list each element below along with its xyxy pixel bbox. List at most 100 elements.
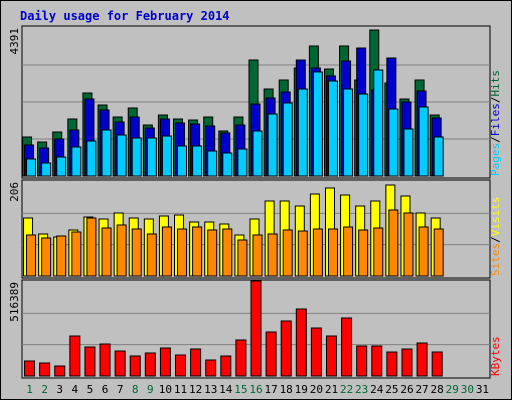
x-tick-label: 29 xyxy=(446,383,459,396)
bar-kbytes-day-22 xyxy=(341,317,353,377)
bar-kbytes-day-17 xyxy=(265,331,277,377)
bar-pages-day-15 xyxy=(237,148,248,177)
kbytes-side-legend: KBytes xyxy=(489,336,502,376)
bar-kbytes-day-4 xyxy=(69,335,81,377)
bar-pages-day-20 xyxy=(312,71,323,177)
visits-scale-label: 206 xyxy=(8,182,21,202)
bar-pages-day-2 xyxy=(41,162,52,177)
x-tick-label: 21 xyxy=(325,383,338,396)
x-tick-label: 12 xyxy=(189,383,202,396)
x-tick-label: 4 xyxy=(72,383,79,396)
x-tick-label: 14 xyxy=(219,383,233,396)
bar-sites-day-21 xyxy=(327,228,338,277)
bar-sites-day-20 xyxy=(312,228,323,277)
requests-scale-label: 4391 xyxy=(8,28,21,55)
bar-sites-day-14 xyxy=(222,228,233,277)
x-tick-label: 18 xyxy=(280,383,293,396)
x-tick-label: 10 xyxy=(159,383,172,396)
bar-kbytes-day-8 xyxy=(129,355,141,377)
bar-kbytes-day-16 xyxy=(250,280,262,377)
legend-sites: Sites xyxy=(489,243,502,276)
bar-sites-day-1 xyxy=(26,234,37,277)
bar-sites-day-13 xyxy=(207,229,218,277)
x-tick-label: 6 xyxy=(102,383,109,396)
bar-pages-day-7 xyxy=(116,134,127,177)
legend-separator: / xyxy=(489,136,502,143)
bar-pages-day-5 xyxy=(86,140,97,177)
bar-sites-day-26 xyxy=(403,212,414,277)
x-tick-label: 30 xyxy=(461,383,474,396)
bar-kbytes-day-28 xyxy=(431,351,443,377)
bar-kbytes-day-3 xyxy=(54,365,66,377)
bar-kbytes-day-18 xyxy=(280,320,292,377)
bar-kbytes-day-5 xyxy=(84,346,96,377)
bar-kbytes-day-15 xyxy=(235,339,247,377)
kbytes-scale-label: 516389 xyxy=(8,282,21,322)
bar-pages-day-14 xyxy=(222,152,233,177)
bar-pages-day-18 xyxy=(282,102,293,177)
chart-title: Daily usage for February 2014 xyxy=(20,9,230,23)
bar-sites-day-25 xyxy=(388,209,399,277)
bar-pages-day-23 xyxy=(358,93,369,177)
bar-kbytes-day-9 xyxy=(144,352,156,377)
bar-pages-day-1 xyxy=(26,158,37,177)
requests-side-legend: Pages/Files/Hits xyxy=(489,70,502,176)
x-tick-label: 28 xyxy=(431,383,444,396)
x-tick-label: 22 xyxy=(340,383,353,396)
x-tick-label: 23 xyxy=(355,383,368,396)
bar-sites-day-4 xyxy=(71,231,82,277)
bar-sites-day-11 xyxy=(177,228,188,277)
requests-panel: 4391 Pages/Files/Hits xyxy=(8,25,502,179)
x-tick-label: 16 xyxy=(249,383,262,396)
bar-kbytes-day-14 xyxy=(220,355,232,377)
bar-pages-day-16 xyxy=(252,130,263,177)
legend-files: Files xyxy=(489,103,502,136)
bar-kbytes-day-6 xyxy=(99,343,111,377)
visits-panel-border xyxy=(21,179,491,279)
x-tick-label: 8 xyxy=(132,383,139,396)
bar-pages-day-25 xyxy=(388,108,399,177)
bar-sites-day-23 xyxy=(358,229,369,277)
kbytes-panel-border xyxy=(21,279,491,379)
bar-kbytes-day-25 xyxy=(386,351,398,377)
bar-sites-day-15 xyxy=(237,239,248,277)
bar-kbytes-day-20 xyxy=(310,327,322,377)
bar-sites-day-22 xyxy=(343,226,354,277)
bar-pages-day-21 xyxy=(327,80,338,177)
bar-sites-day-17 xyxy=(267,233,278,277)
x-tick-label: 7 xyxy=(117,383,124,396)
visits-panel: 206 Sites/Visits xyxy=(8,179,502,279)
bar-sites-day-24 xyxy=(373,227,384,277)
bar-pages-day-4 xyxy=(71,146,82,177)
x-tick-label: 11 xyxy=(174,383,187,396)
bar-pages-day-17 xyxy=(267,113,278,177)
bar-kbytes-day-11 xyxy=(175,354,187,377)
bar-sites-day-5 xyxy=(86,217,97,277)
x-tick-label: 5 xyxy=(87,383,94,396)
bar-pages-day-10 xyxy=(161,135,172,177)
bar-sites-day-6 xyxy=(101,227,112,277)
x-tick-label: 2 xyxy=(41,383,48,396)
x-tick-label: 9 xyxy=(147,383,154,396)
visits-side-legend: Sites/Visits xyxy=(489,197,502,277)
x-tick-label: 25 xyxy=(385,383,398,396)
bar-pages-day-11 xyxy=(177,145,188,177)
x-tick-label: 1 xyxy=(26,383,33,396)
bar-sites-day-16 xyxy=(252,234,263,277)
bar-kbytes-day-13 xyxy=(205,359,217,377)
x-tick-label: 31 xyxy=(476,383,489,396)
bar-pages-day-28 xyxy=(433,136,444,177)
bar-kbytes-day-26 xyxy=(401,348,413,377)
bar-sites-day-19 xyxy=(297,230,308,277)
bar-kbytes-day-27 xyxy=(416,342,428,377)
bar-kbytes-day-1 xyxy=(24,360,36,377)
x-tick-label: 27 xyxy=(415,383,428,396)
bar-kbytes-day-24 xyxy=(371,345,383,377)
bar-kbytes-day-2 xyxy=(39,362,51,377)
bar-pages-day-9 xyxy=(146,137,157,177)
x-tick-label: 3 xyxy=(56,383,63,396)
bar-sites-day-18 xyxy=(282,229,293,277)
bar-pages-day-22 xyxy=(343,88,354,177)
bar-kbytes-day-7 xyxy=(114,350,126,377)
